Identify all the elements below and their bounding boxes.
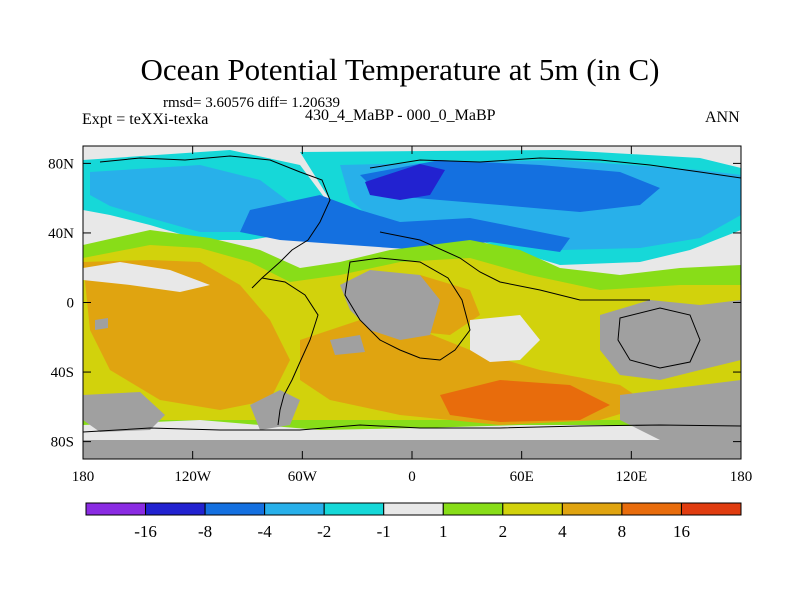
continent-outline-antarctica	[83, 424, 741, 433]
colorbar-swatch	[145, 502, 206, 516]
colorbar-swatch	[502, 502, 563, 516]
colorbar-swatch	[621, 502, 682, 516]
colorbar-label: -8	[198, 522, 212, 541]
colorbar-label: -1	[377, 522, 391, 541]
colorbar-label: -4	[258, 522, 273, 541]
continent-outline-eurasia	[369, 157, 741, 301]
plot-title: Ocean Potential Temperature at 5m (in C)	[140, 52, 660, 87]
continent-outline-africa	[344, 257, 471, 361]
colorbar-label: 16	[673, 522, 690, 541]
continent-outline-north-america	[99, 155, 331, 289]
period-label: 430_4_MaBP - 000_0_MaBP	[305, 107, 496, 124]
colorbar-label: 1	[439, 522, 448, 541]
colorbar-swatch	[680, 502, 742, 516]
colorbar-swatch	[383, 502, 444, 516]
missing-land-africa-a	[340, 270, 440, 340]
neutral-indian-ocean-tongue	[470, 315, 540, 362]
colorbar-swatch	[561, 502, 623, 516]
anomaly-field	[83, 146, 741, 459]
cold-anomaly-lightblue-north-pacific	[90, 165, 300, 232]
continent-outline-australia	[617, 307, 701, 369]
y-tick-label: 80S	[51, 435, 74, 451]
season-label: ANN	[705, 109, 740, 126]
x-tick-label: 120E	[615, 469, 647, 485]
missing-land-antarctica	[83, 440, 741, 459]
colorbar-swatch	[204, 502, 266, 516]
x-tick-label: 120W	[174, 469, 212, 485]
colorbar-swatch	[323, 502, 385, 516]
warm-anomaly-darkorange-southern-ocean	[440, 380, 610, 422]
colorbar-label: 2	[499, 522, 508, 541]
y-tick-label: 40N	[48, 226, 74, 242]
missing-land-australia	[600, 300, 741, 380]
y-tick-label: 0	[67, 296, 75, 312]
missing-land-antarctic-peninsula	[83, 392, 165, 432]
map-panel: 180 120W 60W 0 60E 120E 180 80N 40N 0 40S 80S	[48, 145, 752, 485]
x-tick-label: 60E	[510, 469, 534, 485]
cold-anomaly-blue-eurasia	[240, 195, 570, 252]
continent-outline-south-america	[261, 277, 319, 426]
y-tick-label: 80N	[48, 156, 74, 172]
warm-anomaly-orange-south-pacific	[83, 260, 290, 410]
neutral-southern-ocean-strip	[83, 420, 741, 440]
x-tick-label: 180	[730, 469, 753, 485]
experiment-label: Expt = teXXi-texka	[82, 111, 209, 128]
colorbar-swatch	[85, 502, 147, 516]
colorbar: -16 -8 -4 -2 -1 1 2 4 8 16	[85, 502, 742, 541]
colorbar-label: -2	[317, 522, 331, 541]
neutral-tropical-band	[83, 262, 210, 292]
stats-label: rmsd= 3.60576 diff= 1.20639	[163, 95, 341, 111]
x-tick-label: 60W	[288, 469, 318, 485]
x-tick-label: 180	[72, 469, 95, 485]
colorbar-swatch	[442, 502, 504, 516]
missing-land-africa-b	[330, 335, 365, 355]
axis-ticks: 180 120W 60W 0 60E 120E 180 80N 40N 0 40S 80S	[48, 146, 752, 485]
missing-land-south-america	[250, 390, 300, 430]
missing-land-pacific-island	[95, 318, 108, 330]
colorbar-label: -16	[134, 522, 157, 541]
y-tick-label: 40S	[51, 365, 74, 381]
colorbar-swatch	[264, 502, 325, 516]
x-tick-label: 0	[408, 469, 416, 485]
colorbar-label: 4	[558, 522, 567, 541]
colorbar-label: 8	[618, 522, 627, 541]
cold-anomaly-darkblue-siberia	[365, 164, 445, 200]
